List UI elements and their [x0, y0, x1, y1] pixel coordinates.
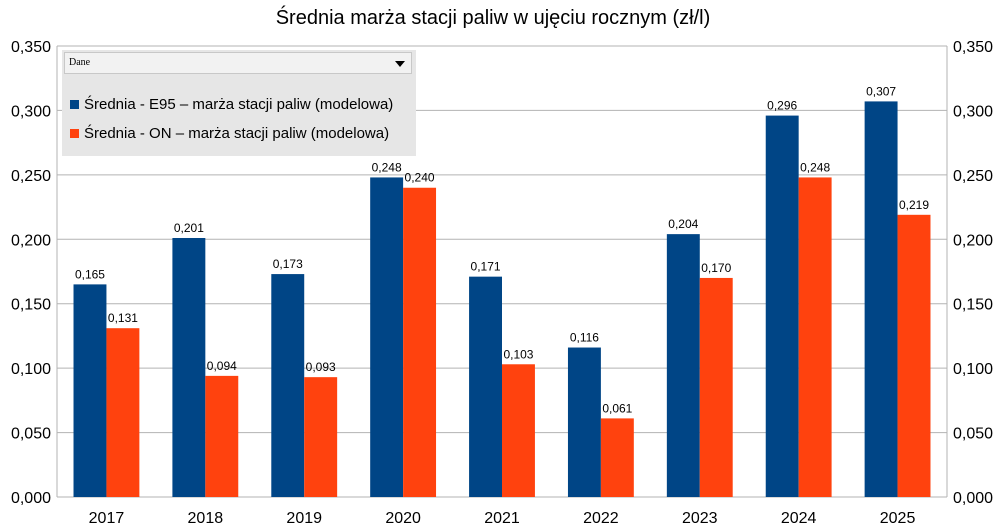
- bar: [205, 375, 239, 497]
- bar: [469, 276, 502, 497]
- legend-dropdown-label: Dane: [69, 57, 91, 68]
- data-label: 0,094: [207, 359, 237, 373]
- x-tick-label: 2018: [188, 510, 224, 527]
- data-label: 0,103: [503, 347, 533, 361]
- bar: [271, 274, 305, 497]
- legend-entry-e95: Średnia - E95 – marża stacji paliw (mode…: [70, 94, 393, 114]
- y-tick-label-left: 0,150: [11, 297, 51, 314]
- y-tick-label-left: 0,000: [11, 490, 51, 507]
- data-label: 0,170: [701, 261, 731, 275]
- bar: [172, 237, 206, 498]
- y-tick-label-left: 0,300: [11, 103, 51, 120]
- bar: [567, 347, 601, 497]
- y-tick-label-left: 0,050: [11, 426, 51, 443]
- data-label: 0,061: [602, 401, 632, 415]
- y-tick-label-right: 0,350: [953, 39, 993, 56]
- legend: Dane Średnia - E95 – marża stacji paliw …: [62, 50, 416, 156]
- chart-title: Średnia marża stacji paliw w ujęciu rocz…: [276, 5, 711, 29]
- axes: 0,000 0,000 0,050 0,050 0,100 0,100 0,150 0,150…: [11, 39, 993, 527]
- data-label: 0,201: [174, 221, 204, 235]
- y-tick-label-right: 0,000: [953, 490, 993, 507]
- x-tick-label: 2022: [583, 510, 619, 527]
- bar: [765, 115, 799, 497]
- bar: [73, 284, 107, 497]
- data-label: 0,296: [767, 99, 797, 113]
- y-tick-label-left: 0,350: [11, 39, 51, 56]
- legend-label-on: Średnia - ON – marża stacji paliw (model…: [84, 124, 390, 142]
- x-tick-label: 2021: [484, 510, 520, 527]
- legend-swatch-on: [70, 128, 79, 138]
- x-tick-label: 2024: [781, 510, 817, 527]
- legend-data-dropdown[interactable]: Dane: [64, 52, 412, 74]
- x-tick-label: 2019: [286, 510, 322, 527]
- bar: [699, 277, 733, 497]
- legend-swatch-e95: [70, 99, 79, 109]
- y-tick-label-right: 0,250: [953, 168, 993, 185]
- y-tick-label-right: 0,100: [953, 361, 993, 378]
- data-label: 0,116: [570, 331, 599, 345]
- bar: [600, 418, 634, 497]
- data-label: 0,093: [306, 360, 336, 374]
- data-label: 0,248: [372, 160, 402, 174]
- y-tick-label-left: 0,200: [11, 232, 51, 249]
- x-tick-label: 2025: [880, 510, 916, 527]
- y-tick-label-left: 0,100: [11, 361, 51, 378]
- bar: [304, 377, 338, 497]
- x-tick-label: 2020: [385, 510, 421, 527]
- bar: [106, 328, 140, 497]
- bar: [864, 101, 898, 497]
- bar: [666, 234, 700, 498]
- y-tick-label-right: 0,150: [953, 297, 993, 314]
- x-tick-label: 2023: [682, 510, 718, 527]
- chevron-down-icon[interactable]: [395, 61, 405, 67]
- data-label: 0,307: [866, 84, 896, 98]
- legend-label-e95: Średnia - E95 – marża stacji paliw (mode…: [84, 95, 394, 113]
- bar: [403, 187, 437, 497]
- bar: [370, 177, 404, 498]
- bars: [73, 101, 931, 498]
- bar: [798, 177, 832, 498]
- data-label: 0,131: [108, 311, 138, 325]
- data-label: 0,173: [273, 257, 303, 271]
- data-label: 0,248: [800, 160, 830, 174]
- data-label: 0,165: [75, 267, 105, 281]
- data-label: 0,171: [471, 260, 501, 274]
- data-label: 0,219: [899, 198, 929, 212]
- bar: [502, 364, 535, 497]
- data-labels: 0,1650,1310,2010,0940,1730,0930,2480,240…: [75, 84, 929, 415]
- x-tick-label: 2017: [89, 510, 125, 527]
- data-label: 0,204: [668, 217, 698, 231]
- y-tick-label-right: 0,300: [953, 103, 993, 120]
- y-tick-label-right: 0,200: [953, 232, 993, 249]
- legend-entry-on: Średnia - ON – marża stacji paliw (model…: [70, 123, 389, 143]
- y-tick-label-right: 0,050: [953, 426, 993, 443]
- y-tick-label-left: 0,250: [11, 168, 51, 185]
- bar: [897, 214, 931, 497]
- data-label: 0,240: [405, 171, 435, 185]
